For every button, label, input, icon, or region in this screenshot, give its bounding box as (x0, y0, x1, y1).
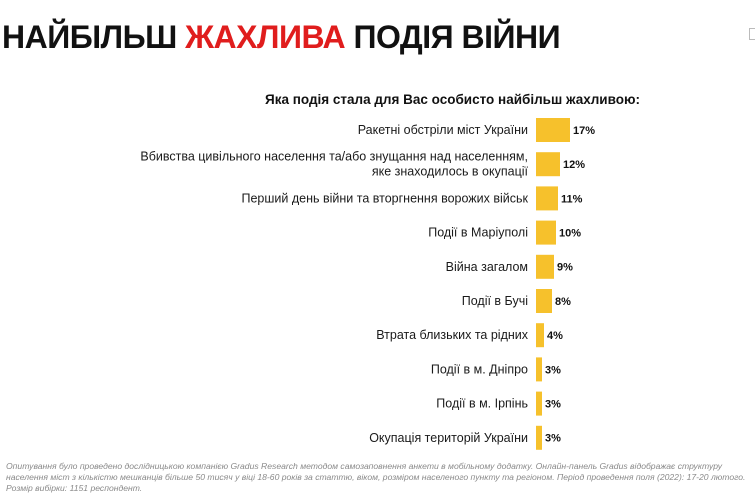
bar-6 (536, 289, 552, 313)
category-label-6: Події в Бучі (462, 294, 528, 308)
category-label-1: Ракетні обстріли міст України (358, 123, 528, 137)
category-label-5: Війна загалом (446, 260, 528, 274)
category-label-3: Перший день війни та вторгнення ворожих … (242, 191, 529, 205)
title-part-1: НАЙБІЛЬШ (2, 19, 186, 55)
bar-2 (536, 152, 560, 177)
category-label-4: Події в Маріуполі (428, 226, 528, 240)
category-label-9: Події в м. Ірпінь (436, 397, 528, 411)
value-label-2: 12% (563, 159, 585, 171)
value-label-8: 3% (545, 364, 561, 376)
value-label-9: 3% (545, 399, 561, 411)
value-label-3: 11% (561, 193, 583, 205)
bar-4 (536, 220, 556, 245)
category-label-2: Вбивства цивільного населення та/або зну… (140, 150, 528, 179)
bar-3 (536, 186, 558, 211)
value-label-5: 9% (557, 262, 573, 274)
bar-10 (536, 425, 542, 450)
title-part-3: ПОДІЯ ВІЙНИ (345, 19, 561, 55)
value-label-1: 17% (573, 125, 595, 137)
category-label-8: Події в м. Дніпро (431, 362, 528, 376)
value-label-10: 3% (545, 433, 561, 445)
value-label-6: 8% (555, 296, 571, 308)
bar-8 (536, 357, 542, 382)
corner-bracket (749, 28, 755, 40)
bar-1 (536, 118, 570, 142)
bar-9 (536, 391, 542, 416)
page-title: НАЙБІЛЬШ ЖАХЛИВА ПОДІЯ ВІЙНИ (2, 17, 561, 57)
category-label-7: Втрата близьких та рідних (376, 328, 528, 342)
footnote: Опитування було проведено дослідницькою … (6, 461, 746, 493)
value-label-7: 4% (547, 330, 563, 342)
title-highlight: ЖАХЛИВА (185, 19, 346, 55)
bar-7 (536, 323, 544, 348)
category-label-10: Окупація територій України (369, 431, 528, 445)
bar-5 (536, 254, 554, 279)
value-label-4: 10% (559, 228, 581, 240)
chart-question: Яка подія стала для Вас особисто найбіль… (265, 92, 640, 107)
